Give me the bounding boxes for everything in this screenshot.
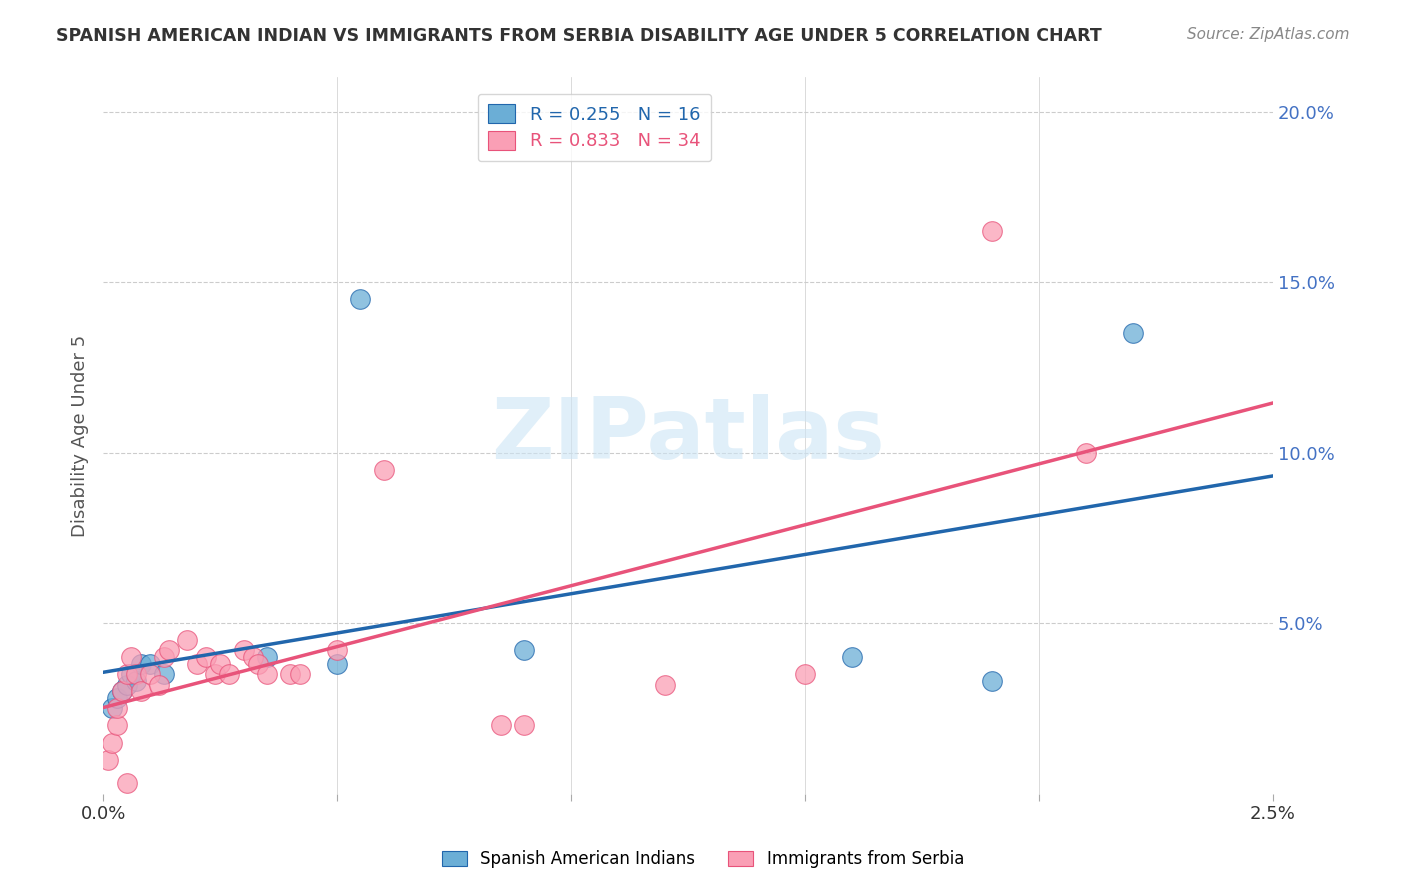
Point (153, 650, 176, 665)
Point (125, 674, 148, 689)
Point (148, 677, 170, 691)
Point (115, 776, 138, 790)
Point (186, 657, 208, 671)
Point (326, 643, 349, 657)
Point (349, 292, 371, 306)
Point (204, 667, 226, 681)
Point (129, 684, 152, 698)
Point (115, 677, 138, 691)
Point (115, 667, 138, 681)
Point (195, 650, 218, 665)
Point (513, 643, 536, 657)
Point (105, 718, 128, 732)
Point (105, 691, 128, 706)
Point (101, 701, 124, 715)
Legend: R = 0.255   N = 16, R = 0.833   N = 34: R = 0.255 N = 16, R = 0.833 N = 34 (478, 94, 711, 161)
Point (120, 650, 142, 665)
Point (218, 667, 240, 681)
Point (105, 701, 128, 715)
Point (157, 643, 180, 657)
Point (1121, 326, 1143, 341)
Text: Source: ZipAtlas.com: Source: ZipAtlas.com (1187, 27, 1350, 42)
Point (513, 718, 536, 732)
Point (242, 650, 264, 665)
Point (139, 667, 162, 681)
Point (981, 224, 1004, 238)
Point (981, 674, 1004, 689)
Legend: Spanish American Indians, Immigrants from Serbia: Spanish American Indians, Immigrants fro… (434, 844, 972, 875)
Point (139, 657, 162, 671)
Point (794, 667, 817, 681)
Point (153, 667, 176, 681)
Point (326, 657, 349, 671)
Point (246, 657, 269, 671)
Point (654, 677, 676, 691)
Point (111, 684, 134, 698)
Point (288, 667, 311, 681)
Point (176, 633, 198, 648)
Point (256, 667, 278, 681)
Point (111, 684, 134, 698)
Text: ZIPatlas: ZIPatlas (491, 394, 884, 477)
Point (97, 753, 120, 767)
Point (120, 667, 142, 681)
Point (1074, 445, 1097, 459)
Point (373, 463, 395, 477)
Point (101, 735, 124, 749)
Point (209, 657, 232, 671)
Point (841, 650, 863, 665)
Point (129, 657, 152, 671)
Point (256, 650, 278, 665)
Point (125, 667, 148, 681)
Y-axis label: Disability Age Under 5: Disability Age Under 5 (72, 334, 89, 537)
Text: SPANISH AMERICAN INDIAN VS IMMIGRANTS FROM SERBIA DISABILITY AGE UNDER 5 CORRELA: SPANISH AMERICAN INDIAN VS IMMIGRANTS FR… (56, 27, 1102, 45)
Point (489, 718, 512, 732)
Point (232, 643, 254, 657)
Point (278, 667, 301, 681)
